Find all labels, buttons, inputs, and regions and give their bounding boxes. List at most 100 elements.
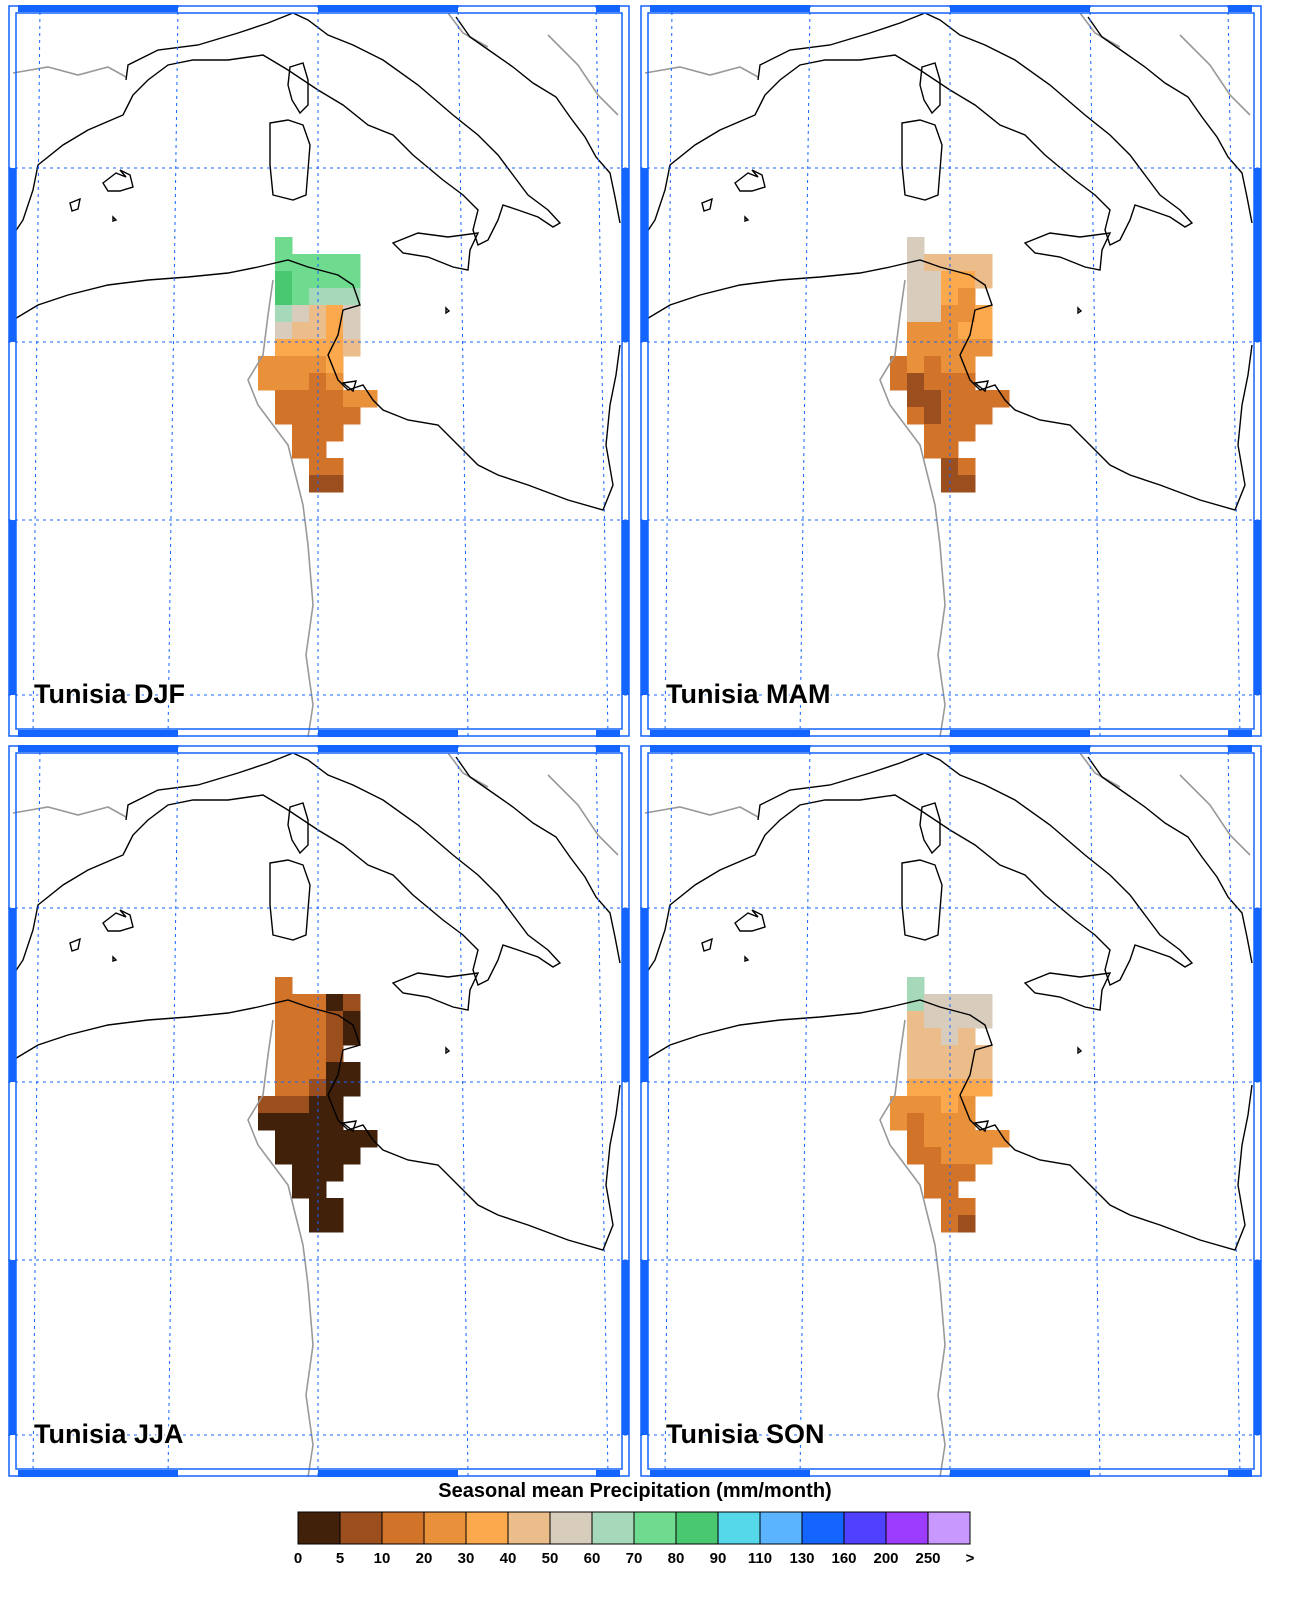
precip-cell (924, 322, 942, 340)
precip-cell (941, 1113, 959, 1131)
precip-cell (326, 1130, 344, 1148)
colorbar-label: 90 (710, 1550, 727, 1567)
precip-cell (275, 390, 293, 408)
precip-cell (907, 356, 925, 374)
precip-cell (275, 1096, 293, 1114)
colorbar-box (927, 1511, 971, 1545)
precip-cell (309, 1079, 327, 1097)
colorbar-label: 50 (542, 1550, 559, 1567)
precip-cell (275, 373, 293, 391)
precip-cell (975, 271, 993, 289)
colorbar-box (759, 1511, 803, 1545)
precip-cell (958, 305, 976, 323)
precip-cell (326, 458, 344, 476)
precip-cell (326, 407, 344, 425)
precip-cell (941, 322, 959, 340)
precip-cell (958, 1215, 976, 1233)
colorbar-box (423, 1511, 467, 1545)
precip-cell (326, 1147, 344, 1165)
precip-cell (292, 339, 310, 357)
colorbar-label: 5 (336, 1550, 344, 1567)
precip-cell (275, 1011, 293, 1029)
precip-cell (958, 390, 976, 408)
precip-cell (309, 441, 327, 459)
precip-cell (907, 1079, 925, 1097)
precip-cell (924, 1181, 942, 1199)
precip-cell (924, 407, 942, 425)
colorbar-box (633, 1511, 677, 1545)
precip-cell (258, 1096, 276, 1114)
precip-cell (292, 322, 310, 340)
precip-cell (958, 1045, 976, 1063)
colorbar-label: 10 (374, 1550, 391, 1567)
panel-title: Tunisia MAM (666, 679, 831, 709)
precip-cell (292, 994, 310, 1012)
precip-cell (309, 1198, 327, 1216)
precip-cell (907, 1045, 925, 1063)
precip-cell (292, 1147, 310, 1165)
precip-cell (326, 305, 344, 323)
precip-cell (343, 1147, 361, 1165)
precip-cell (343, 1028, 361, 1046)
precip-cell (958, 1147, 976, 1165)
precip-cell (292, 356, 310, 374)
precip-cell (907, 339, 925, 357)
precip-cell (958, 288, 976, 306)
panel-title: Tunisia SON (666, 1419, 825, 1449)
precip-cell (924, 1096, 942, 1114)
precip-cell (890, 373, 908, 391)
precip-cell (343, 254, 361, 272)
precip-cell (309, 1147, 327, 1165)
precip-cell (275, 1130, 293, 1148)
precip-cell (326, 424, 344, 442)
precip-cell (360, 1130, 378, 1148)
precip-cell (907, 407, 925, 425)
colorbar-box (885, 1511, 929, 1545)
colorbar-label: 110 (748, 1550, 772, 1567)
precip-cell (326, 288, 344, 306)
precip-cell (924, 254, 942, 272)
colorbar-box (339, 1511, 383, 1545)
precip-cell (309, 1028, 327, 1046)
precip-cell (941, 1181, 959, 1199)
precip-cell (924, 373, 942, 391)
precip-cell (907, 977, 925, 995)
precip-cell (924, 424, 942, 442)
precip-cell (941, 339, 959, 357)
precip-cell (958, 1198, 976, 1216)
precip-cell (941, 1147, 959, 1165)
precip-cell (309, 407, 327, 425)
precip-cell (941, 994, 959, 1012)
precip-cell (941, 373, 959, 391)
colorbar-box (591, 1511, 635, 1545)
precip-cell (958, 1130, 976, 1148)
precip-cell (275, 407, 293, 425)
precip-cell (326, 390, 344, 408)
precip-cell (309, 254, 327, 272)
precip-cell (275, 1028, 293, 1046)
colorbar-box (843, 1511, 887, 1545)
precip-cell (975, 1079, 993, 1097)
precip-cell (343, 407, 361, 425)
precip-cell (292, 1011, 310, 1029)
precip-cell (343, 1130, 361, 1148)
precip-cell (907, 1028, 925, 1046)
precip-cell (907, 390, 925, 408)
precip-cell (941, 407, 959, 425)
precip-cell (360, 390, 378, 408)
precip-cell (924, 356, 942, 374)
colorbar-box (801, 1511, 845, 1545)
precip-cell (958, 1062, 976, 1080)
precip-cell (924, 390, 942, 408)
precip-cell (958, 424, 976, 442)
map-panel: Tunisia MAM (640, 5, 1262, 737)
precip-cell (975, 1147, 993, 1165)
precip-cell (343, 994, 361, 1012)
panel-title: Tunisia DJF (34, 679, 185, 709)
precip-cell (958, 1079, 976, 1097)
precip-cell (292, 1062, 310, 1080)
precip-cell (326, 373, 344, 391)
precip-cell (343, 390, 361, 408)
precip-cell (309, 1181, 327, 1199)
